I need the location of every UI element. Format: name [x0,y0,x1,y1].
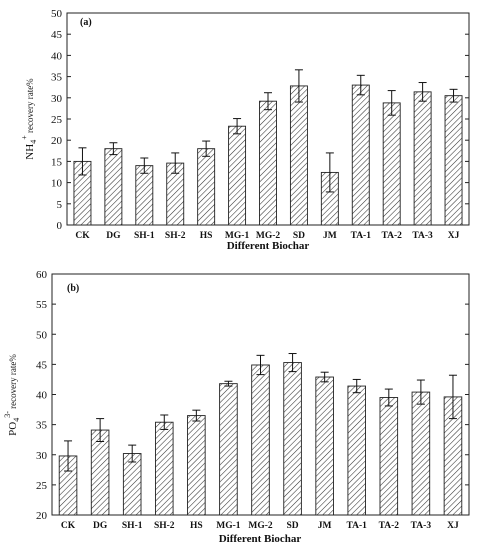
y-tick-label: 30 [51,93,63,105]
y-tick-label: 50 [51,8,63,20]
y-tick-label: 30 [36,450,48,462]
bar-mg-2 [251,364,270,516]
bar-ta-1 [347,385,367,516]
x-tick-label: MG-2 [248,521,273,531]
panel-b: (b) 20 25 30 35 40 45 50 55 60 CK DG SH-1 SH-2 HS MG-… [3,269,470,545]
panel-b-bars [58,353,463,516]
x-tick-label: TA-3 [411,521,432,531]
x-tick-label: SH-1 [134,231,155,241]
bar-ta-3 [413,91,432,226]
y-tick-label: 10 [51,178,63,190]
x-tick-label: SH-2 [165,231,186,241]
panel-a-x-axis-title: Different Biochar [227,240,310,252]
x-tick-label: MG-1 [216,521,241,531]
x-tick-label: TA-3 [412,231,433,241]
y-tick-label: 0 [57,220,63,232]
bar-dg [90,429,110,516]
bar-ta-2 [379,397,399,516]
panel-a: (a) 0 5 10 15 20 25 30 35 40 45 50 CK DG SH-1 SH-2 HS M… [20,8,470,252]
y-tick-label: 15 [51,156,63,168]
panel-b-x-axis-title: Different Biochar [219,533,302,545]
panel-b-x-axis: CK DG SH-1 SH-2 HS MG-1 MG-2 SD JM TA-1 TA-2 TA-3 XJ [61,521,459,531]
y-tick-label: 35 [36,420,48,432]
x-tick-label: JM [323,231,337,241]
bar-dg [104,148,123,226]
y-tick-label: 35 [51,72,63,84]
y-tick-label: 55 [36,299,48,311]
y-tick-label: 5 [57,199,63,211]
bar-ta-2 [382,102,401,226]
panel-a-y-axis-title: NH4+ recovery rate% [20,78,38,160]
panel-a-bars [73,69,463,226]
x-tick-label: SD [293,231,305,241]
x-tick-label: SH-2 [154,521,175,531]
x-tick-label: MG-1 [225,231,250,241]
panel-a-y-axis: 0 5 10 15 20 25 30 35 40 45 50 [51,8,469,232]
y-tick-label: 25 [51,114,63,126]
x-tick-label: JM [318,521,332,531]
panel-a-label: (a) [80,17,92,28]
y-tick-label: 50 [36,329,48,341]
x-tick-label: HS [190,521,203,531]
bar-sd [283,362,302,516]
y-tick-label: 20 [51,135,63,147]
y-tick-label: 40 [36,390,48,402]
panel-b-y-axis-title: PO43- recovery rate% [3,354,21,436]
y-tick-label: 20 [36,510,48,522]
x-tick-label: TA-2 [379,521,400,531]
x-tick-label: XJ [447,521,459,531]
bar-mg-1 [228,125,247,226]
x-tick-label: DG [93,521,108,531]
bar-xj [444,95,463,226]
y-tick-label: 40 [51,50,63,62]
x-tick-label: HS [200,231,213,241]
x-tick-label: XJ [448,231,460,241]
bar-mg-1 [219,383,238,516]
x-tick-label: SH-1 [122,521,143,531]
x-tick-label: TA-1 [347,521,368,531]
bar-ta-1 [351,84,370,226]
bar-jm [315,376,334,516]
x-tick-label: CK [61,521,76,531]
bar-sh-2 [154,421,174,516]
x-tick-label: CK [75,231,90,241]
x-tick-label: DG [106,231,121,241]
x-tick-label: SD [286,521,298,531]
x-tick-label: MG-2 [256,231,281,241]
y-tick-label: 60 [36,269,48,281]
panel-b-label: (b) [67,283,79,294]
bar-mg-2 [259,100,277,226]
bar-hs [197,148,216,226]
y-tick-label: 45 [36,359,48,371]
bar-ta-3 [411,391,431,516]
y-tick-label: 45 [51,29,63,41]
x-tick-label: TA-2 [381,231,402,241]
bar-sh-1 [122,453,142,516]
panel-a-x-axis: CK DG SH-1 SH-2 HS MG-1 MG-2 SD JM TA-1 TA-2 TA-3 XJ [75,231,459,241]
bar-hs [187,415,206,516]
panel-b-y-axis: 20 25 30 35 40 45 50 55 60 [36,269,469,522]
x-tick-label: TA-1 [351,231,372,241]
y-tick-label: 25 [36,480,48,492]
bar-sd [289,85,308,226]
bar-sh-1 [135,165,154,226]
